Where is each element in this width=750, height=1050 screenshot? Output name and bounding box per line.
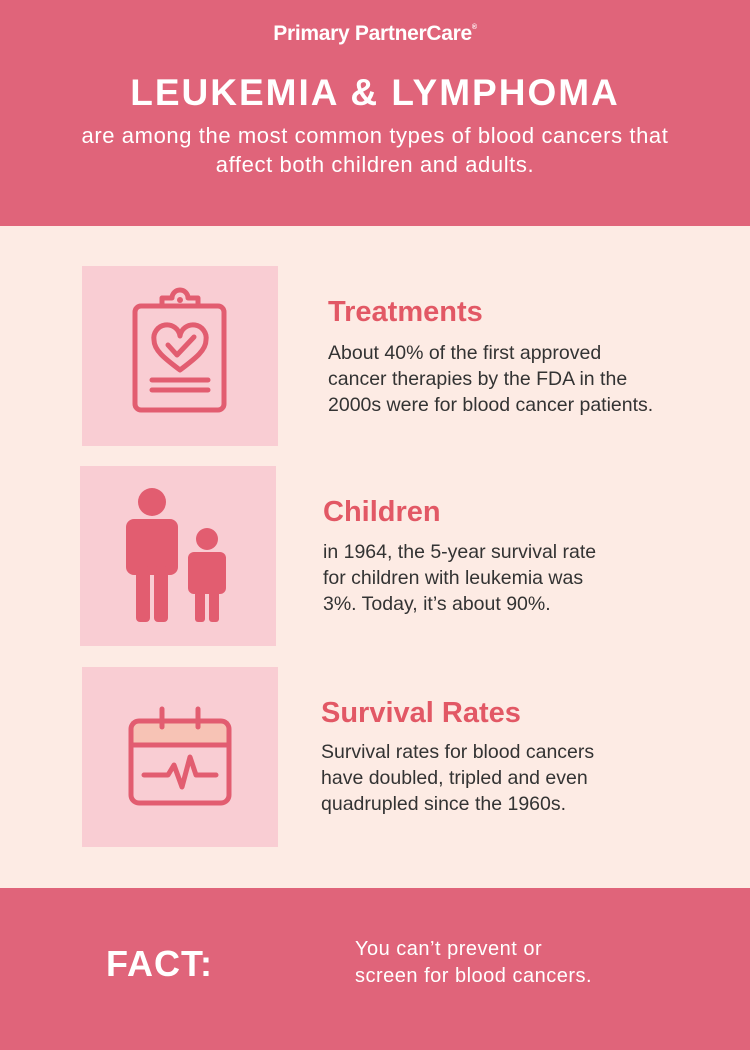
treatments-description: About 40% of the first approved cancer t… bbox=[328, 340, 688, 418]
survival-line: Survival rates for blood cancers bbox=[321, 741, 595, 763]
fact-line: You can’t prevent or bbox=[355, 938, 543, 960]
page-subtitle: are among the most common types of blood… bbox=[81, 123, 669, 177]
survival-icon-tile bbox=[82, 667, 278, 847]
fact-banner: FACT: You can’t prevent or screen for bl… bbox=[0, 888, 750, 1050]
treatments-line: cancer therapies by the FDA in the bbox=[328, 368, 628, 390]
header-banner: Primary PartnerCare® LEUKEMIA & LYMPHOMA… bbox=[0, 0, 750, 226]
clipboard-heart-icon bbox=[132, 287, 227, 413]
fact-text: You can’t prevent or screen for blood ca… bbox=[355, 936, 685, 990]
calendar-heartbeat-icon bbox=[128, 706, 232, 806]
fact-line: screen for blood cancers. bbox=[355, 965, 593, 987]
adult-child-icon bbox=[126, 488, 226, 622]
treatments-title: Treatments bbox=[328, 296, 483, 328]
children-icon-tile bbox=[80, 466, 276, 646]
brand-registered-mark: ® bbox=[471, 24, 477, 31]
children-description: in 1964, the 5-year survival rate for ch… bbox=[323, 539, 683, 617]
survival-description: Survival rates for blood cancers have do… bbox=[321, 739, 681, 817]
brand-name: Primary PartnerCare bbox=[273, 22, 472, 45]
children-line: 3%. Today, it’s about 90%. bbox=[323, 593, 551, 615]
fact-label: FACT: bbox=[106, 943, 213, 984]
treatments-line: About 40% of the first approved bbox=[328, 342, 602, 364]
children-line: in 1964, the 5-year survival rate bbox=[323, 541, 597, 563]
survival-title: Survival Rates bbox=[321, 697, 521, 729]
children-line: for children with leukemia was bbox=[323, 567, 584, 589]
treatments-line: 2000s were for blood cancer patients. bbox=[328, 394, 654, 416]
survival-line: have doubled, tripled and even bbox=[321, 767, 588, 789]
children-title: Children bbox=[323, 496, 441, 528]
page-title: LEUKEMIA & LYMPHOMA bbox=[130, 72, 620, 113]
brand-logo: Primary PartnerCare® bbox=[0, 22, 750, 46]
treatments-icon-tile bbox=[82, 266, 278, 446]
survival-line: quadrupled since the 1960s. bbox=[321, 793, 567, 815]
